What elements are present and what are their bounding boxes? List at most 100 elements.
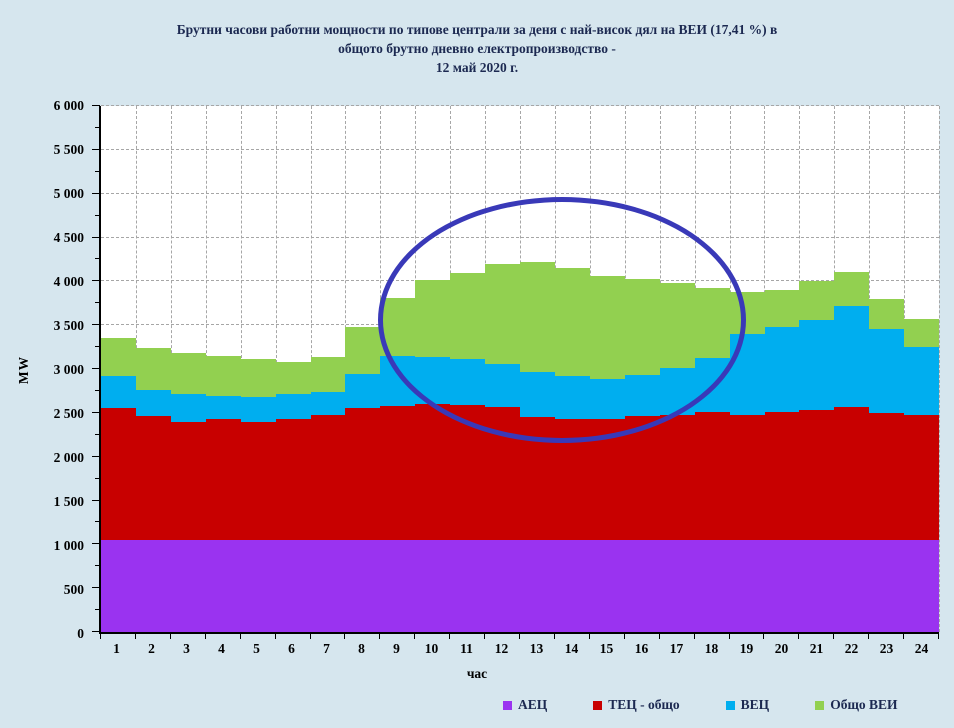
x-tick-label: 8 <box>358 641 365 656</box>
x-tick <box>414 634 416 639</box>
x-tick-label: 5 <box>253 641 260 656</box>
series-segment <box>170 394 206 422</box>
legend-marker <box>725 700 735 710</box>
y-tick-label: 0 <box>77 626 84 641</box>
x-tick-label: 17 <box>669 641 684 656</box>
x-tick <box>938 634 939 639</box>
series-segment <box>904 318 940 348</box>
x-tick-label: 9 <box>393 641 400 656</box>
x-tick-label: 12 <box>494 641 509 656</box>
y-tick <box>95 433 100 435</box>
legend-label: ТЕЦ - общо <box>608 697 680 712</box>
series-segment <box>904 414 940 540</box>
legend: АЕЦ ТЕЦ - общо ВЕЦ Общо ВЕИ <box>503 697 897 713</box>
series-segment <box>101 376 136 408</box>
x-tick-label: 10 <box>424 641 439 656</box>
chart-column <box>310 106 346 632</box>
series-segment <box>380 539 416 632</box>
series-segment <box>101 539 136 632</box>
y-tick <box>95 389 100 391</box>
x-tick <box>868 634 870 639</box>
legend-item: ТЕЦ - общо <box>593 697 680 713</box>
x-tick <box>728 634 730 639</box>
ellipse-annotation <box>378 197 746 443</box>
y-tick <box>95 258 100 260</box>
series-segment <box>135 416 171 540</box>
series-segment <box>205 418 241 540</box>
y-tick <box>95 521 100 523</box>
y-tick-label: 2 500 <box>53 406 84 421</box>
x-tick <box>484 634 486 639</box>
series-segment <box>345 326 381 375</box>
series-segment <box>345 408 381 540</box>
series-segment <box>834 406 870 540</box>
legend-label: ВЕЦ <box>740 697 770 712</box>
x-tick <box>134 634 136 639</box>
series-segment <box>135 539 171 632</box>
series-segment <box>240 358 276 398</box>
y-tick <box>95 346 100 348</box>
chart-column <box>205 106 241 632</box>
chart-column <box>240 106 276 632</box>
y-tick <box>92 368 100 369</box>
legend-marker <box>815 700 825 710</box>
h-gridline <box>101 105 939 106</box>
x-tick <box>658 634 660 639</box>
series-segment <box>205 539 241 632</box>
x-tick-label: 16 <box>634 641 649 656</box>
series-segment <box>101 338 136 377</box>
x-tick <box>798 634 800 639</box>
y-tick <box>92 455 100 457</box>
x-tick <box>379 634 381 639</box>
series-segment <box>170 421 206 540</box>
y-tick-label: 1 500 <box>53 494 84 509</box>
x-tick-label: 14 <box>564 641 579 656</box>
y-tick <box>92 192 100 194</box>
x-tick-label: 23 <box>879 641 894 656</box>
y-tick <box>95 565 100 567</box>
legend-marker <box>503 700 512 710</box>
chart-column <box>275 106 311 632</box>
series-segment <box>799 539 835 632</box>
series-segment <box>240 421 276 540</box>
x-tick-label: 22 <box>844 641 859 656</box>
series-segment <box>554 539 590 632</box>
series-segment <box>729 539 765 632</box>
series-segment <box>869 539 905 632</box>
x-tick <box>553 634 555 639</box>
y-tick-label: 500 <box>63 582 84 597</box>
series-segment <box>904 347 940 415</box>
series-segment <box>170 539 206 632</box>
series-segment <box>275 394 311 419</box>
series-segment <box>205 355 241 397</box>
x-tick-label: 4 <box>218 641 225 656</box>
y-tick <box>95 609 100 611</box>
series-segment <box>764 412 800 540</box>
chart-column <box>799 106 835 632</box>
series-segment <box>240 397 276 422</box>
y-tick-label: 5 000 <box>53 186 84 201</box>
x-tick <box>693 634 695 639</box>
x-tick <box>169 634 171 639</box>
series-segment <box>205 396 241 419</box>
series-segment <box>380 405 416 540</box>
y-tick <box>92 280 100 282</box>
series-segment <box>520 539 555 632</box>
chart-column <box>101 106 136 632</box>
chart-column <box>764 106 800 632</box>
x-tick <box>903 634 905 639</box>
y-tick <box>95 302 100 304</box>
x-tick-label: 1 <box>113 641 120 656</box>
y-tick <box>92 499 100 501</box>
chart-title-line1: Брутни часови работни мощности по типове… <box>176 22 778 37</box>
x-tick <box>623 634 625 639</box>
series-segment <box>415 404 451 540</box>
x-tick-label: 18 <box>704 641 719 656</box>
chart-column <box>869 106 905 632</box>
v-gridline <box>939 106 940 632</box>
y-tick <box>92 411 100 413</box>
x-tick-label: 3 <box>183 641 190 656</box>
y-tick-label: 4 000 <box>53 274 84 289</box>
x-tick <box>344 634 346 639</box>
series-segment <box>589 539 625 632</box>
